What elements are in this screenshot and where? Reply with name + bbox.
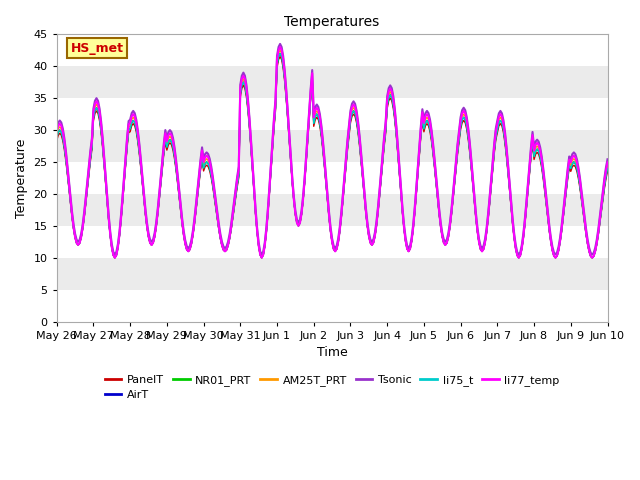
Bar <box>57 35 607 66</box>
Bar <box>57 226 607 258</box>
Bar <box>57 194 607 226</box>
Bar <box>57 289 607 322</box>
Y-axis label: Temperature: Temperature <box>15 138 28 217</box>
X-axis label: Time: Time <box>317 346 348 359</box>
Line: NR01_PRT: NR01_PRT <box>57 53 607 258</box>
Title: Temperatures: Temperatures <box>284 15 380 29</box>
Line: li75_t: li75_t <box>57 53 607 258</box>
Line: li77_temp: li77_temp <box>57 47 607 258</box>
Bar <box>57 66 607 98</box>
Text: HS_met: HS_met <box>70 42 124 55</box>
Bar <box>57 98 607 130</box>
Line: AM25T_PRT: AM25T_PRT <box>57 50 607 258</box>
Bar <box>57 258 607 289</box>
Legend: PanelT, AirT, NR01_PRT, AM25T_PRT, Tsonic, li75_t, li77_temp: PanelT, AirT, NR01_PRT, AM25T_PRT, Tsoni… <box>100 370 564 405</box>
Line: AirT: AirT <box>57 53 607 258</box>
Line: Tsonic: Tsonic <box>57 44 607 254</box>
Bar <box>57 162 607 194</box>
Line: PanelT: PanelT <box>57 57 607 258</box>
Bar <box>57 130 607 162</box>
